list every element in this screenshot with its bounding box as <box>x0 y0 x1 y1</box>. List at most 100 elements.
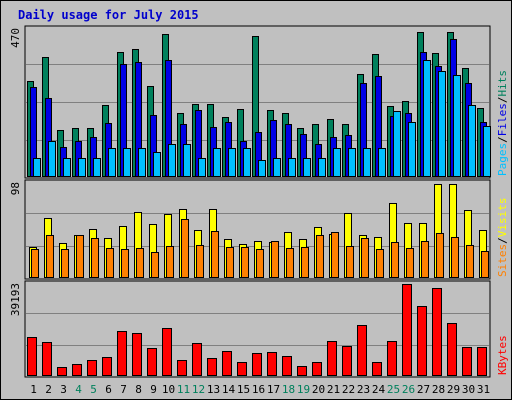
legend-kbytes: KBytes <box>496 335 509 375</box>
bar-kbytes-day-2 <box>42 342 52 376</box>
x-label-day-18: 18 <box>282 383 295 396</box>
bar-pages-day-8 <box>138 148 146 177</box>
legend-entry: Files <box>496 103 509 136</box>
x-label-day-6: 6 <box>105 383 112 396</box>
bar-pages-day-23 <box>363 148 371 177</box>
bar-sites-day-12 <box>196 245 204 278</box>
bar-pages-day-3 <box>63 158 71 177</box>
bar-sites-day-15 <box>241 247 249 278</box>
legend-hits-files-pages: Pages/Files/Hits <box>496 70 509 176</box>
bar-sites-day-11 <box>181 219 189 278</box>
bar-kbytes-day-13 <box>207 358 217 376</box>
y-max-label-visits-sites: 98 <box>9 182 22 195</box>
x-label-day-16: 16 <box>252 383 265 396</box>
bar-kbytes-day-18 <box>282 356 292 376</box>
bar-pages-day-17 <box>273 158 281 177</box>
legend-entry: / <box>496 136 509 143</box>
bar-pages-day-11 <box>183 144 191 177</box>
bar-kbytes-day-26 <box>402 284 412 376</box>
x-label-day-28: 28 <box>432 383 445 396</box>
bar-sites-day-19 <box>301 247 309 278</box>
bar-sites-day-5 <box>91 238 99 278</box>
bar-kbytes-day-29 <box>447 323 457 376</box>
bar-pages-day-20 <box>318 158 326 177</box>
bar-pages-day-2 <box>48 141 56 177</box>
legend-entry: KBytes <box>496 335 509 375</box>
bar-kbytes-day-25 <box>387 341 397 376</box>
bar-kbytes-day-8 <box>132 333 142 376</box>
bars <box>27 32 491 376</box>
bar-sites-day-10 <box>166 246 174 278</box>
bar-pages-day-4 <box>78 158 86 177</box>
legend-entry: / <box>496 237 509 244</box>
bar-pages-day-31 <box>483 126 491 177</box>
bar-sites-day-3 <box>61 249 69 278</box>
bar-sites-day-9 <box>151 252 159 278</box>
bar-sites-day-29 <box>451 237 459 278</box>
bar-kbytes-day-28 <box>432 288 442 376</box>
bar-sites-day-31 <box>481 251 489 278</box>
x-label-day-29: 29 <box>447 383 460 396</box>
x-label-day-4: 4 <box>75 383 82 396</box>
bar-pages-day-10 <box>168 144 176 177</box>
bar-sites-day-22 <box>346 246 354 278</box>
bar-sites-day-16 <box>256 249 264 278</box>
x-label-day-2: 2 <box>45 383 52 396</box>
x-label-day-25: 25 <box>387 383 400 396</box>
bar-pages-day-18 <box>288 158 296 177</box>
legend-entry: Pages <box>496 143 509 176</box>
chart-title: Daily usage for July 2015 <box>18 8 199 22</box>
x-label-day-19: 19 <box>297 383 310 396</box>
bar-sites-day-8 <box>136 248 144 278</box>
bar-kbytes-day-10 <box>162 328 172 376</box>
bar-pages-day-13 <box>213 148 221 177</box>
x-label-day-26: 26 <box>402 383 415 396</box>
bar-pages-day-15 <box>243 148 251 177</box>
bar-kbytes-day-4 <box>72 364 82 376</box>
x-label-day-14: 14 <box>222 383 236 396</box>
bar-kbytes-day-7 <box>117 331 127 376</box>
x-label-day-23: 23 <box>357 383 370 396</box>
bar-kbytes-day-24 <box>372 362 382 376</box>
bar-pages-day-19 <box>303 158 311 177</box>
bar-sites-day-1 <box>31 249 39 278</box>
legend-entry: Visits <box>496 198 509 238</box>
bar-pages-day-7 <box>123 148 131 177</box>
bar-kbytes-day-21 <box>327 341 337 376</box>
x-label-day-5: 5 <box>90 383 97 396</box>
bar-pages-day-9 <box>153 152 161 177</box>
bar-pages-day-1 <box>33 158 41 177</box>
x-label-day-10: 10 <box>162 383 175 396</box>
bar-kbytes-day-14 <box>222 351 232 376</box>
bar-kbytes-day-9 <box>147 348 157 376</box>
bar-pages-day-29 <box>453 75 461 177</box>
x-label-day-21: 21 <box>327 383 340 396</box>
bar-kbytes-day-27 <box>417 306 427 376</box>
bar-kbytes-day-11 <box>177 360 187 376</box>
bar-pages-day-26 <box>408 122 416 177</box>
bar-kbytes-day-19 <box>297 366 307 376</box>
bar-sites-day-28 <box>436 233 444 278</box>
bar-kbytes-day-5 <box>87 360 97 376</box>
bar-sites-day-23 <box>361 238 369 278</box>
bar-pages-day-12 <box>198 158 206 177</box>
x-label-day-22: 22 <box>342 383 355 396</box>
bar-kbytes-day-12 <box>192 343 202 376</box>
bar-sites-day-2 <box>46 235 54 278</box>
bar-sites-day-25 <box>391 242 399 278</box>
bar-sites-day-4 <box>76 235 84 278</box>
x-axis-day-labels: 1 2 3 4 5 6 7 8 9 10 11 12 13 14 15 16 17 18 19 20 21 22 23 24 2… <box>30 383 490 396</box>
y-max-label-hits-files-pages: 470 <box>9 28 22 48</box>
bar-pages-day-30 <box>468 105 476 177</box>
legend-entry: Hits <box>496 70 509 97</box>
bar-sites-day-20 <box>316 235 324 278</box>
bar-pages-day-14 <box>228 148 236 177</box>
bar-kbytes-day-31 <box>477 347 487 376</box>
bar-kbytes-day-23 <box>357 325 367 376</box>
legend-visits-sites: Sites/Visits <box>496 198 509 278</box>
bar-sites-day-18 <box>286 248 294 278</box>
bar-sites-day-6 <box>106 248 114 278</box>
bar-kbytes-day-3 <box>57 367 67 376</box>
bar-pages-day-25 <box>393 111 401 177</box>
